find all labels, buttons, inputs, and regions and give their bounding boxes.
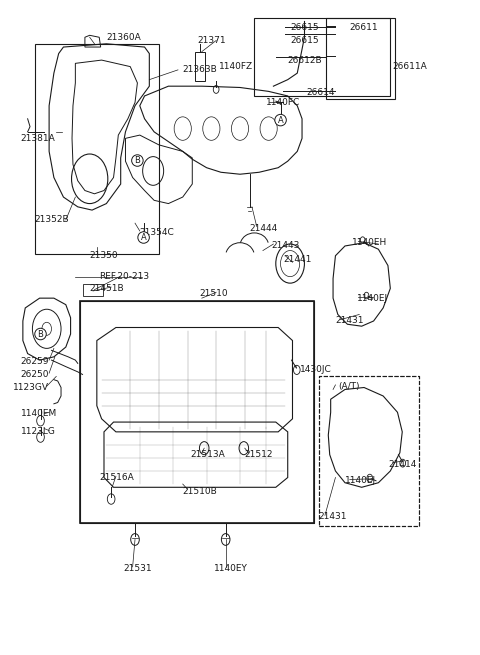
Text: 21444: 21444 bbox=[250, 224, 278, 233]
Bar bbox=[319, 377, 419, 527]
Text: 21371: 21371 bbox=[197, 36, 226, 45]
Text: 26611: 26611 bbox=[350, 23, 378, 32]
Text: 1140EH: 1140EH bbox=[352, 238, 387, 247]
Text: 1140EJ: 1140EJ bbox=[357, 293, 388, 303]
Text: 21350: 21350 bbox=[90, 252, 118, 260]
Text: 1430JC: 1430JC bbox=[300, 365, 331, 375]
Text: 26611A: 26611A bbox=[393, 62, 428, 71]
Text: 26615: 26615 bbox=[290, 23, 319, 32]
Bar bbox=[326, 18, 395, 99]
Bar bbox=[254, 18, 390, 96]
Text: 26612B: 26612B bbox=[288, 56, 323, 65]
Text: 1140EY: 1140EY bbox=[214, 565, 248, 573]
Bar bbox=[80, 301, 314, 523]
Bar bbox=[35, 44, 159, 254]
Text: 21354C: 21354C bbox=[140, 229, 175, 237]
Text: 26614: 26614 bbox=[307, 88, 336, 97]
Bar bbox=[80, 301, 314, 523]
Text: (A/T): (A/T) bbox=[338, 382, 360, 390]
Text: 1123GV: 1123GV bbox=[13, 383, 49, 392]
Text: 21360A: 21360A bbox=[107, 33, 141, 42]
Text: 1140FC: 1140FC bbox=[266, 98, 300, 107]
Text: 21381A: 21381A bbox=[21, 134, 55, 143]
Text: A: A bbox=[278, 115, 283, 124]
Text: 21510: 21510 bbox=[199, 289, 228, 298]
Text: B: B bbox=[134, 156, 140, 165]
Text: 21510B: 21510B bbox=[183, 487, 217, 496]
Text: 1123LG: 1123LG bbox=[21, 427, 55, 436]
Text: 21441: 21441 bbox=[283, 255, 312, 263]
Text: 21431: 21431 bbox=[319, 512, 347, 521]
Text: 1140EJ: 1140EJ bbox=[345, 476, 376, 485]
Text: 21513A: 21513A bbox=[190, 450, 225, 459]
Text: 21352B: 21352B bbox=[35, 215, 70, 225]
Text: 21443: 21443 bbox=[271, 242, 300, 250]
Text: B: B bbox=[37, 329, 44, 339]
Text: 21516A: 21516A bbox=[99, 473, 134, 482]
Text: 21531: 21531 bbox=[123, 565, 152, 573]
Text: 21431: 21431 bbox=[336, 316, 364, 326]
Text: 26259: 26259 bbox=[21, 357, 49, 366]
Text: A: A bbox=[141, 233, 146, 242]
Text: REF.20-213: REF.20-213 bbox=[99, 272, 149, 281]
Text: 21414: 21414 bbox=[388, 460, 416, 469]
Text: 21451B: 21451B bbox=[90, 284, 124, 293]
Bar bbox=[319, 377, 419, 527]
Text: 21363B: 21363B bbox=[183, 66, 217, 75]
Text: 1140EM: 1140EM bbox=[21, 409, 57, 418]
Text: 21512: 21512 bbox=[245, 450, 273, 459]
Text: 26250: 26250 bbox=[21, 370, 49, 379]
Text: 26615: 26615 bbox=[290, 36, 319, 45]
Text: 1140FZ: 1140FZ bbox=[218, 62, 252, 71]
